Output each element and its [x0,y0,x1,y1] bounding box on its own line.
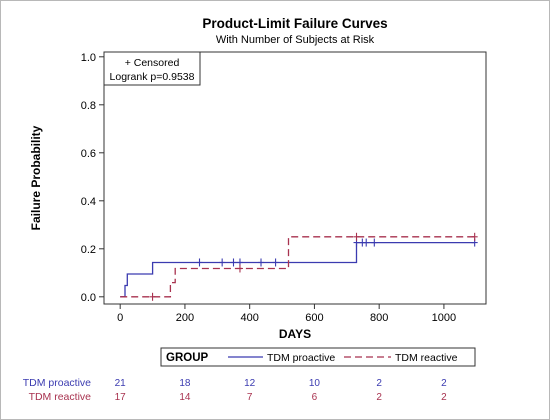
risk-count-reactive: 6 [312,392,318,403]
censored-mark-proactive [363,238,370,247]
censored-mark-reactive [471,232,478,241]
legend-title: GROUP [166,352,209,364]
y-tick-label: 0.2 [81,244,96,256]
y-tick-label: 1.0 [81,52,96,64]
x-tick-label: 800 [370,312,388,324]
risk-count-reactive: 7 [247,392,253,403]
legend-label-proactive: TDM proactive [267,352,335,364]
series-layer [120,232,478,301]
x-tick-label: 600 [305,312,323,324]
risk-count-reactive: 17 [115,392,127,403]
x-tick-label: 200 [176,312,194,324]
risk-count-reactive: 2 [441,392,447,403]
censored-mark-proactive [258,258,265,267]
y-axis: 0.0 0.2 0.4 0.6 0.8 1.0 [81,52,104,304]
censored-mark-proactive [371,238,378,247]
censored-mark-proactive [272,258,279,267]
censored-mark-proactive [230,258,237,267]
legend-box [160,347,476,367]
plot-area [103,51,487,305]
x-tick-label: 1000 [432,312,456,324]
series-line-reactive [120,236,475,298]
y-tick-label: 0.6 [81,148,96,160]
risk-count-proactive: 2 [376,378,382,389]
x-axis-label: DAYS [279,327,311,341]
inset-box-border [103,51,201,86]
x-tick-label: 400 [240,312,258,324]
censored-mark-proactive [219,258,226,267]
censored-mark-reactive [353,232,360,241]
chart-title: Product-Limit Failure Curves [202,16,387,31]
risk-count-proactive: 18 [179,378,191,389]
series-line-proactive [120,241,475,298]
y-axis-label: Failure Probability [29,125,43,230]
risk-count-proactive: 12 [244,378,256,389]
censored-mark-reactive [236,264,243,273]
risk-count-proactive: 10 [309,378,321,389]
y-tick-label: 0.0 [81,292,96,304]
risk-row-label-reactive: TDM reactive [29,391,92,403]
risk-count-proactive: 21 [115,378,127,389]
legend-label-reactive: TDM reactive [395,352,458,364]
y-tick-label: 0.8 [81,100,96,112]
chart-subtitle: With Number of Subjects at Risk [216,34,375,46]
censored-mark-proactive [196,258,203,267]
risk-table: TDM proactive 21 18 12 10 2 2 TDM reactive 17 14 7… [23,377,447,403]
legend: GROUP TDM proactive TDM reactive [160,347,476,367]
censored-note: + Censored [125,57,180,69]
y-tick-label: 0.4 [81,196,96,208]
logrank-note: Logrank p=0.9538 [110,71,195,83]
risk-row-label-proactive: TDM proactive [23,377,91,389]
risk-count-proactive: 2 [441,378,447,389]
risk-count-reactive: 2 [376,392,382,403]
risk-count-reactive: 14 [179,392,191,403]
inset-box: + Censored Logrank p=0.9538 [103,51,201,86]
x-axis: 0 200 400 600 800 1000 [117,304,456,324]
x-tick-label: 0 [117,312,123,324]
censored-mark-reactive [149,292,156,301]
